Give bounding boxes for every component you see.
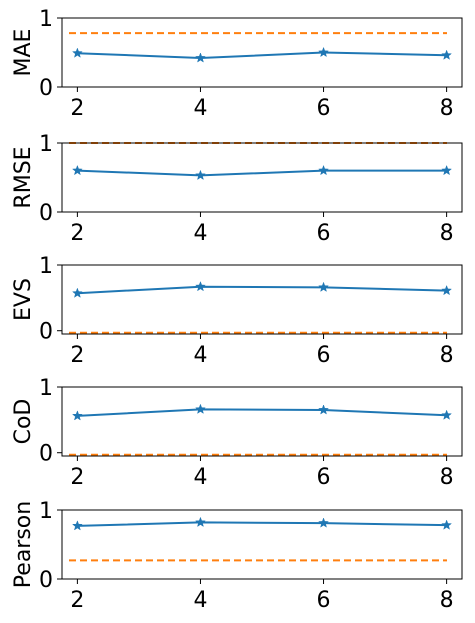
x-tick-label-rmse: 8	[440, 221, 454, 246]
data-point-evs	[71, 287, 83, 298]
series-line-rmse	[77, 169, 447, 177]
y-tick-label-rmse: 1	[39, 132, 53, 157]
y-axis-label-cod: CoD	[11, 399, 36, 445]
data-point-pearson	[318, 517, 329, 528]
x-tick-label-evs: 4	[193, 343, 207, 368]
x-tick-label-mae: 2	[70, 96, 84, 121]
y-tick-label-evs: 1	[39, 254, 53, 279]
series-line-mae	[77, 51, 447, 60]
axes-frame-mae	[61, 17, 463, 88]
data-point-mae	[441, 49, 453, 60]
x-tick-label-pearson: 2	[70, 588, 84, 613]
axes-frame-pearson	[61, 509, 463, 580]
series-pearson-0	[71, 516, 453, 531]
data-point-evs	[195, 280, 206, 292]
data-point-rmse	[195, 169, 206, 181]
x-tick-label-cod: 6	[317, 465, 331, 490]
series-line-evs	[77, 285, 447, 295]
y-tick-label-mae: 1	[39, 7, 53, 32]
y-tick-label-pearson: 1	[39, 499, 53, 524]
axes-frame-evs	[61, 264, 463, 335]
data-point-rmse	[441, 164, 453, 176]
x-tick-label-rmse: 2	[70, 221, 84, 246]
x-tick-label-pearson: 6	[317, 588, 331, 613]
y-tick-label-cod: 0	[39, 442, 53, 467]
series-line-pearson	[77, 521, 447, 527]
data-point-evs	[441, 284, 453, 296]
data-point-mae	[195, 52, 206, 63]
x-tick-label-mae: 8	[440, 96, 454, 121]
data-point-cod	[195, 403, 206, 414]
y-tick-label-evs: 0	[39, 320, 53, 345]
axes-frame-rmse	[61, 142, 463, 213]
axes-frame-cod	[61, 386, 463, 457]
x-tick-label-evs: 6	[317, 343, 331, 368]
x-tick-label-pearson: 8	[440, 588, 454, 613]
y-axis-label-rmse: RMSE	[11, 146, 36, 208]
data-point-pearson	[195, 516, 206, 528]
data-point-mae	[71, 47, 83, 58]
y-tick-label-cod: 1	[39, 376, 53, 401]
y-tick-label-mae: 0	[39, 76, 53, 101]
x-tick-label-evs: 8	[440, 343, 454, 368]
y-axis-label-mae: MAE	[11, 29, 36, 77]
x-tick-label-evs: 2	[70, 343, 84, 368]
x-tick-label-pearson: 4	[193, 588, 207, 613]
data-point-cod	[71, 410, 83, 421]
series-mae-0	[71, 46, 453, 63]
y-axis-label-evs: EVS	[11, 278, 36, 321]
x-tick-label-cod: 8	[440, 465, 454, 490]
data-point-cod	[318, 404, 329, 415]
y-tick-label-pearson: 0	[39, 568, 53, 593]
series-evs-0	[71, 280, 453, 298]
x-tick-label-mae: 4	[193, 96, 207, 121]
x-tick-label-cod: 2	[70, 465, 84, 490]
x-tick-label-rmse: 4	[193, 221, 207, 246]
data-point-pearson	[71, 520, 83, 531]
data-point-rmse	[318, 164, 329, 176]
data-point-cod	[441, 409, 453, 420]
x-tick-label-rmse: 6	[317, 221, 331, 246]
data-point-rmse	[71, 164, 83, 176]
data-point-evs	[318, 281, 329, 292]
y-tick-label-rmse: 0	[39, 201, 53, 226]
data-point-pearson	[441, 519, 453, 530]
series-cod-0	[71, 403, 453, 421]
y-axis-label-pearson: Pearson	[11, 501, 36, 588]
x-tick-label-mae: 6	[317, 96, 331, 121]
x-tick-label-cod: 4	[193, 465, 207, 490]
series-rmse-0	[71, 164, 453, 181]
series-line-cod	[77, 408, 447, 417]
data-point-mae	[318, 46, 329, 58]
